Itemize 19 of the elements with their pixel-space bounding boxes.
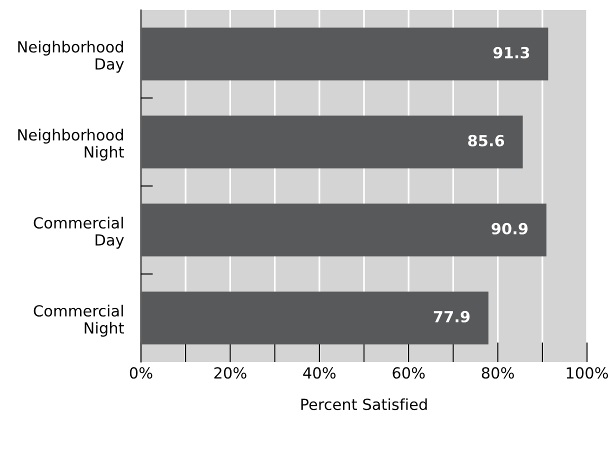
bar [141,292,488,344]
x-tick-label: 0% [130,367,152,379]
y-tick-label: Commercial Night [34,304,124,337]
data-label: 77.9 [434,310,470,322]
y-tick-label: Neighborhood Day [18,40,124,73]
x-tick-label: 60% [392,367,425,379]
y-tick-label: Commercial Day [34,216,124,249]
data-label: 90.9 [492,222,528,234]
x-tick-label: 80% [482,367,514,379]
data-label: 85.6 [468,134,504,146]
x-tick-label: 100% [566,367,608,379]
x-axis-title: Percent Satisfied [301,398,427,410]
x-tick-label: 20% [214,367,246,379]
bar [141,204,546,256]
y-tick-label: Neighborhood Night [18,128,124,161]
bar [141,28,548,80]
data-label: 91.3 [493,46,530,58]
bar [141,116,523,168]
x-tick-label: 40% [303,367,336,379]
